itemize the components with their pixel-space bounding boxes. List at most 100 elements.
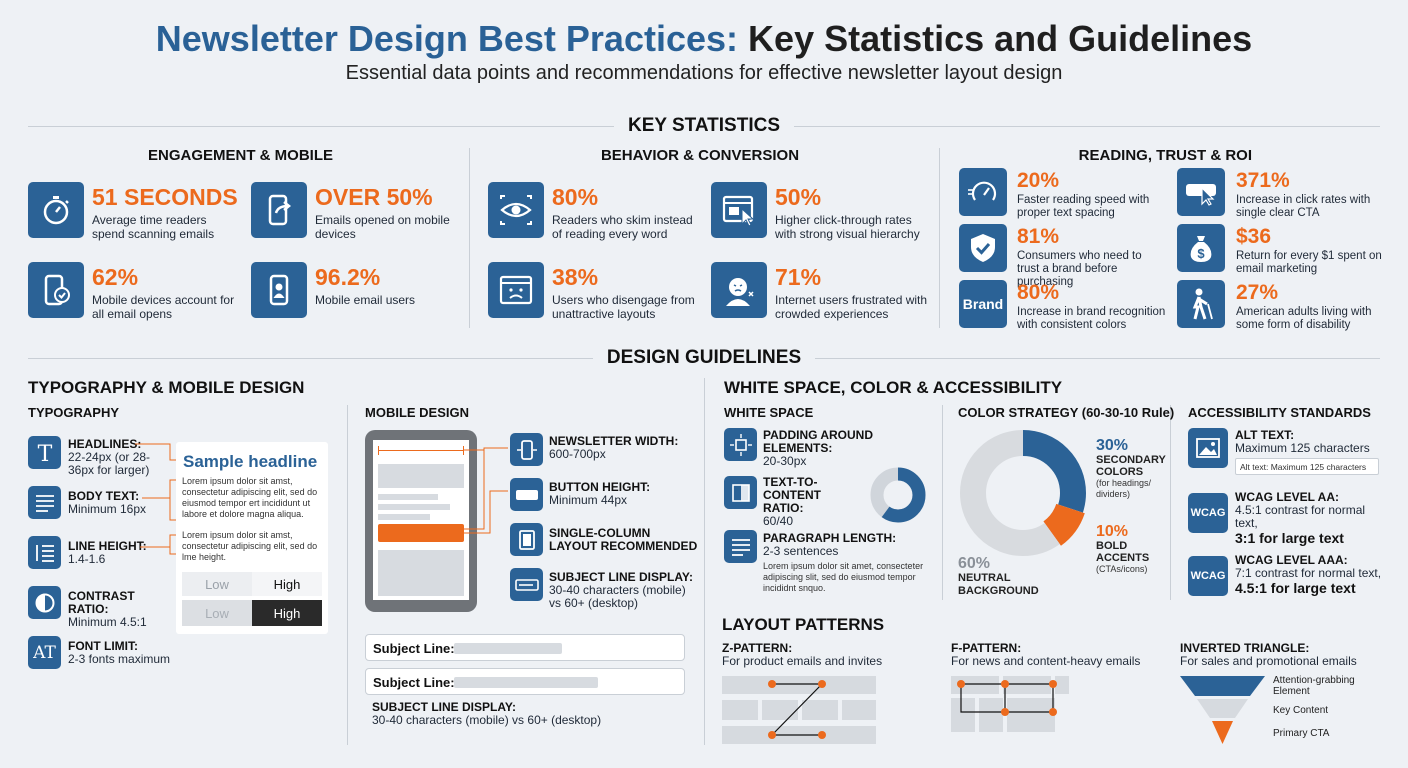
stat-text: Increase in brand recognition with consi… [1017,306,1166,331]
sample-paragraph: Lorem ipsum dolor sit amst, consectetur … [182,476,318,519]
ratio-text-segment [870,467,926,523]
contrast-high-sample: High [252,600,322,626]
stopwatch-icon [28,182,84,238]
guideline-emphasis: 3:1 for large text [1235,530,1344,546]
stat-value: 371% [1236,169,1290,192]
page-title: Newsletter Design Best Practices: Key St… [155,18,1253,59]
f-pattern-diagram [951,676,1069,732]
guideline-label: FONT LIMIT: [68,639,138,653]
stat-value: 50% [775,184,822,210]
contrast-low-sample: Low [182,600,252,626]
sad-browser-icon [488,262,544,318]
guideline-value: 2-3 sentences [763,544,839,558]
mobile-design-heading: MOBILE DESIGN [365,405,470,420]
reading-trust-roi-heading: READING, TRUST & ROI [1078,147,1252,164]
paragraph-lines-icon [28,486,61,519]
stat-value: 96.2% [315,264,381,290]
subject-line-placeholder [454,643,562,654]
font-at-icon: AT [28,636,61,669]
connector-lines [463,447,508,534]
guideline-value: Maximum 125 characters [1235,441,1370,455]
triangle-label-top: Attention-grabbing Element [1273,675,1355,697]
guideline-label: Z-PATTERN: [722,641,793,655]
guideline-value: 30-40 characters (mobile) vs 60+ (deskto… [549,583,686,610]
connector-lines [135,443,178,555]
stat-value: 80% [1017,281,1060,304]
guideline-label: NEWSLETTER WIDTH: [549,434,679,448]
stat-text: American adults living with some form of… [1236,306,1372,331]
stat-text: Emails opened on mobile devices [315,213,450,241]
guideline-value: For sales and promotional emails [1180,654,1357,668]
stat-value: 20% [1017,169,1060,192]
svg-text:T: T [37,442,52,464]
guideline-value: For news and content-heavy emails [951,654,1141,668]
stat-text: Return for every $1 spent on email marke… [1236,250,1382,275]
guideline-value: Minimum 44px [549,493,628,507]
column-divider [704,378,705,745]
single-column-icon [510,523,543,556]
guideline-label: BODY TEXT: [68,489,140,503]
text-t-icon: T [28,436,61,469]
wcag-aaa-icon: WCAG [1188,556,1228,596]
page-subtitle: Essential data points and recommendation… [345,62,1063,84]
subject-line-desktop: Subject Line: [365,668,685,695]
button-icon [510,478,543,511]
guideline-label: SUBJECT LINE DISPLAY: [549,570,694,584]
accessibility-heading: ACCESSIBILITY STANDARDS [1188,405,1371,420]
neutral-pct: 60% [958,555,991,572]
sample-headline: Sample headline [183,452,318,471]
sample-paragraph: Lorem ipsum dolor sit amet, consecteter … [763,561,924,593]
behavior-conversion-heading: BEHAVIOR & CONVERSION [600,147,800,164]
stat-text: Internet users frustrated with crowded e… [775,293,928,321]
line-height-icon [28,536,61,569]
stat-value: 51 SECONDS [92,184,238,210]
text-content-ratio-donut [870,467,926,523]
stat-value: 62% [92,264,139,290]
guideline-label: F-PATTERN: [951,641,1022,655]
brand-icon: Brand [959,280,1007,328]
accessibility-person-icon [1177,280,1225,328]
guideline-value: 7:1 contrast for normal text, [1235,566,1382,580]
shield-check-icon [959,224,1007,272]
guideline-label: INVERTED TRIANGLE: [1180,641,1310,655]
subject-line-label: Subject Line: [373,675,455,690]
guideline-label: SINGLE-COLUMN LAYOUT RECOMMENDED [549,526,698,553]
key-statistics-heading: KEY STATISTICS [613,115,795,136]
guideline-label: BUTTON HEIGHT: [549,480,651,494]
neutral-background-segment [960,430,1086,556]
inverted-triangle-diagram [1180,676,1265,744]
typography-mobile-heading: TYPOGRAPHY & MOBILE DESIGN [28,378,305,397]
guideline-value: 22-24px (or 28-36px for larger) [68,450,151,477]
column-divider [939,148,940,328]
engagement-mobile-heading: ENGAGEMENT & MOBILE [147,147,333,164]
contrast-icon [28,586,61,619]
svg-text:$: $ [1197,246,1205,261]
stat-text: Higher click-through rates with strong v… [775,213,920,241]
stat-text: Mobile devices account for all email ope… [92,293,235,321]
guideline-label: ALT TEXT: [1235,428,1295,442]
speedometer-icon [959,168,1007,216]
guideline-value: Minimum 16px [68,502,147,516]
wcag-aa-icon: WCAG [1188,493,1228,533]
column-divider [942,405,943,600]
guideline-value: Minimum 4.5:1 [68,615,147,629]
phone-user-icon [251,262,307,318]
text-ratio-icon [724,476,757,509]
phone-check-icon [28,262,84,318]
guideline-value: 1.4-1.6 [68,552,106,566]
color-strategy-heading: COLOR STRATEGY (60-30-10 Rule) [958,405,1175,420]
guideline-value: 2-3 fonts maximum [68,652,171,666]
subject-line-icon [510,568,543,601]
phone-share-icon [251,182,307,238]
frustrated-user-icon [711,262,767,318]
cta-click-icon [1177,168,1225,216]
secondary-pct: 30% [1096,437,1129,454]
alt-text-example: Alt text: Maximum 125 characters [1235,458,1379,475]
sample-paragraph: Lorem ipsum dolor sit amst, consectetur … [182,530,318,562]
typography-heading: TYPOGRAPHY [28,405,120,420]
color-strategy-donut [958,428,1088,558]
money-bag-icon: $ [1177,224,1225,272]
stat-value: $36 [1236,225,1272,248]
triangle-label-bottom: Primary CTA [1273,728,1330,739]
stat-text: Readers who skim instead of reading ever… [552,213,693,241]
